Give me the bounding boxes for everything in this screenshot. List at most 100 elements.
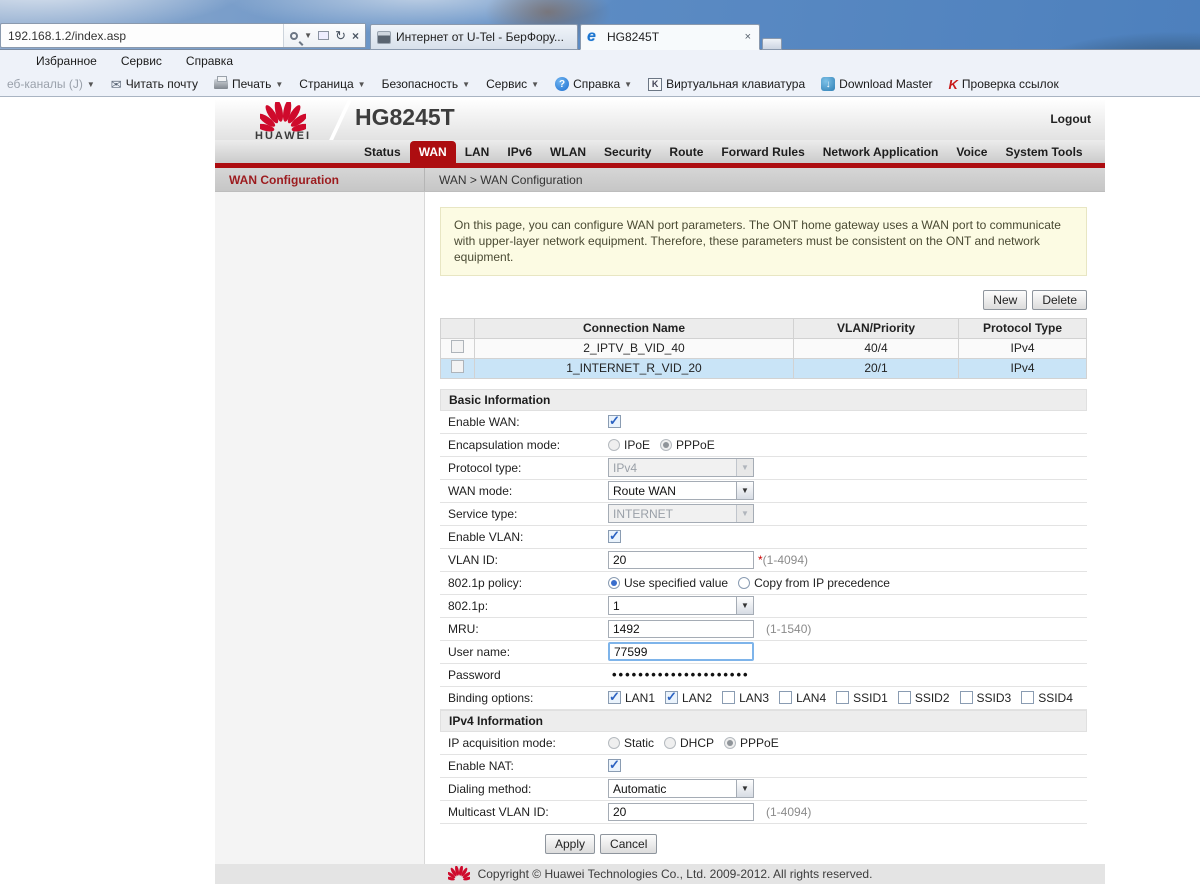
dialing-method-select[interactable]: Automatic ▼	[608, 779, 754, 799]
field-multicast-vlan-id: Multicast VLAN ID: (1-4094)	[440, 801, 1087, 824]
enable-vlan-checkbox[interactable]	[608, 528, 621, 544]
tab-wan[interactable]: WAN	[409, 141, 456, 163]
page-notice: On this page, you can configure WAN port…	[440, 207, 1087, 276]
tab-route[interactable]: Route	[669, 145, 704, 159]
chevron-down-icon: ▼	[736, 482, 753, 500]
ssid4-checkbox[interactable]	[1021, 691, 1035, 705]
row-checkbox[interactable]	[451, 340, 464, 354]
ssid1-checkbox[interactable]	[836, 691, 850, 705]
download-master-button[interactable]: ↓ Download Master	[816, 75, 937, 93]
sidebar-item-wan-configuration[interactable]: WAN Configuration	[215, 168, 425, 191]
copyright-text: Copyright © Huawei Technologies Co., Ltd…	[477, 866, 873, 881]
lan3-checkbox[interactable]	[722, 691, 736, 705]
download-icon: ↓	[821, 77, 836, 91]
lan1-checkbox[interactable]	[608, 689, 621, 705]
lan2-checkbox[interactable]	[665, 689, 679, 705]
cancel-button[interactable]: Cancel	[600, 833, 658, 854]
delete-button[interactable]: Delete	[1032, 289, 1087, 310]
nav-underline	[215, 163, 1105, 168]
dhcp-radio[interactable]	[664, 736, 677, 749]
pppoe-ip-radio[interactable]	[724, 736, 737, 749]
table-row[interactable]: 1_INTERNET_R_VID_20 20/1 IPv4	[440, 357, 1087, 379]
tab-network-application[interactable]: Network Application	[822, 145, 939, 159]
close-tab-icon[interactable]: ×	[744, 31, 751, 43]
menu-tools[interactable]: Сервис	[120, 54, 162, 68]
virtual-keyboard-button[interactable]: K Виртуальная клавиатура	[643, 75, 810, 93]
table-row[interactable]: 2_IPTV_B_VID_40 40/4 IPv4	[440, 337, 1087, 359]
lan4-checkbox[interactable]	[779, 691, 793, 705]
col-connection-name: Connection Name	[474, 317, 794, 339]
link-check-button[interactable]: K Проверка ссылок	[948, 76, 1059, 92]
multicast-vlan-id-input[interactable]	[608, 802, 754, 821]
tab-voice[interactable]: Voice	[956, 145, 988, 159]
safety-button[interactable]: Безопасность ▼	[381, 77, 471, 91]
address-bar[interactable]: 192.168.1.2/index.asp ▼ ↻ ×	[0, 23, 366, 48]
browser-tab-active[interactable]: e HG8245T ×	[580, 24, 760, 50]
compatibility-view-icon[interactable]	[318, 31, 330, 40]
wan-mode-select[interactable]: Route WAN ▼	[608, 481, 754, 501]
tab-forward-rules[interactable]: Forward Rules	[721, 145, 805, 159]
logout-link[interactable]: Logout	[1050, 112, 1091, 126]
ssid2-checkbox[interactable]	[897, 691, 911, 705]
search-icon[interactable]	[290, 31, 299, 40]
use-specified-value-radio[interactable]	[608, 576, 620, 589]
ssid3-checkbox[interactable]	[959, 691, 973, 705]
new-tab-button[interactable]	[762, 38, 782, 50]
enable-nat-checkbox[interactable]	[608, 757, 621, 773]
ipoe-radio[interactable]	[608, 438, 620, 451]
password-input[interactable]	[608, 665, 768, 684]
connection-table: Connection Name VLAN/Priority Protocol T…	[440, 317, 1087, 379]
username-input[interactable]	[608, 642, 754, 662]
static-radio[interactable]	[608, 736, 620, 749]
row-checkbox[interactable]	[451, 360, 464, 374]
tab-ipv6[interactable]: IPv6	[507, 145, 533, 159]
menu-help[interactable]: Справка	[185, 54, 233, 68]
print-button[interactable]: Печать ▼	[209, 75, 288, 93]
chevron-down-icon: ▼	[736, 780, 753, 798]
address-dropdown-icon[interactable]: ▼	[304, 31, 313, 40]
8021p-select[interactable]: 1 ▼	[608, 596, 754, 616]
sub-header: WAN Configuration WAN > WAN Configuratio…	[215, 168, 1105, 192]
apply-button[interactable]: Apply	[545, 833, 596, 854]
mail-icon: ✉	[110, 76, 122, 92]
tab-system-tools[interactable]: System Tools	[1005, 145, 1083, 159]
field-enable-vlan: Enable VLAN:	[440, 526, 1087, 549]
stop-icon[interactable]: ×	[351, 28, 359, 43]
router-page: HUAWEI HG8245T Logout Status WAN LAN IPv…	[215, 100, 1105, 884]
tab-wlan[interactable]: WLAN	[550, 145, 587, 159]
tab-lan[interactable]: LAN	[464, 145, 490, 159]
protocol-type-select: IPv4 ▼	[608, 458, 754, 478]
read-mail-button[interactable]: ✉ Читать почту	[110, 76, 199, 92]
vlan-id-input[interactable]	[608, 550, 754, 569]
enable-wan-checkbox[interactable]	[608, 413, 621, 429]
menu-bar: Избранное Сервис Справка	[0, 50, 1200, 72]
pppoe-radio[interactable]	[660, 438, 673, 451]
chevron-down-icon: ▼	[736, 505, 753, 523]
page-title: HG8245T	[355, 104, 455, 130]
tab-title[interactable]: Интернет от U-Tel - БерФору...	[396, 30, 564, 44]
huawei-footer-icon	[447, 866, 470, 881]
tools-button[interactable]: Сервис ▼	[486, 77, 540, 91]
feeds-button[interactable]: еб-каналы (J) ▼	[7, 77, 95, 91]
menu-favorites[interactable]: Избранное	[36, 54, 97, 68]
refresh-icon[interactable]: ↻	[335, 28, 346, 43]
tab-title[interactable]: HG8245T	[607, 30, 660, 44]
col-protocol-type: Protocol Type	[958, 317, 1087, 339]
field-service-type: Service type: INTERNET ▼	[440, 503, 1087, 526]
help-button[interactable]: ? Справка ▼	[550, 75, 637, 93]
mru-input[interactable]	[608, 619, 754, 638]
kaspersky-icon: K	[948, 76, 958, 92]
tab-status[interactable]: Status	[364, 145, 401, 159]
tab-favicon	[377, 30, 391, 44]
huawei-logo: HUAWEI	[247, 102, 319, 142]
browser-tab-inactive[interactable]: Интернет от U-Tel - БерФору...	[370, 24, 578, 50]
copy-from-ip-precedence-radio[interactable]	[738, 576, 751, 589]
page-button[interactable]: Страница ▼	[299, 77, 366, 91]
field-user-name: User name:	[440, 641, 1087, 664]
address-url[interactable]: 192.168.1.2/index.asp	[8, 28, 127, 43]
new-button[interactable]: New	[983, 289, 1028, 310]
printer-icon	[214, 76, 229, 89]
section-ipv4-information: IPv4 Information	[440, 709, 1087, 731]
tab-security[interactable]: Security	[604, 145, 652, 159]
huawei-wordmark: HUAWEI	[255, 130, 311, 142]
